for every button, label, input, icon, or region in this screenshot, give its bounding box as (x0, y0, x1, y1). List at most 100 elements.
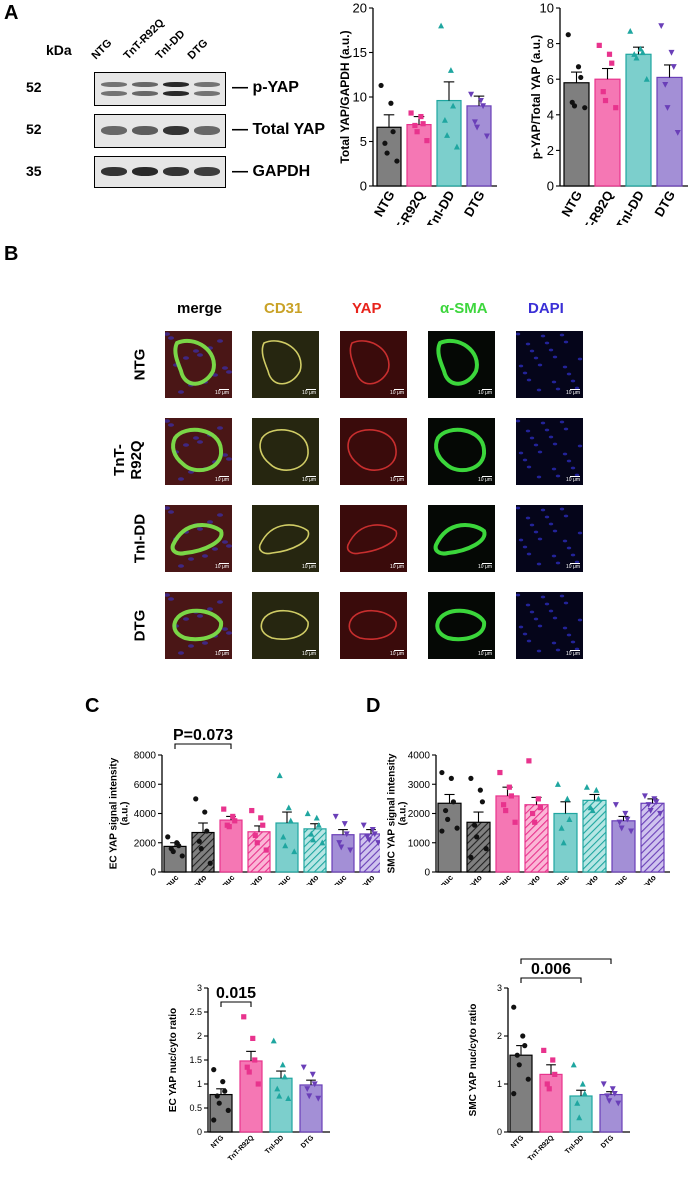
y-tick-label: 20 (353, 1, 367, 16)
bar-tni-dd (436, 99, 462, 187)
data-point (255, 1081, 261, 1087)
data-point (571, 103, 578, 109)
nucleus (178, 390, 184, 394)
nucleus (548, 522, 554, 526)
data-point (282, 842, 289, 849)
nucleus (165, 419, 170, 423)
nucleus (168, 336, 174, 340)
significance-bracket (520, 958, 612, 964)
nucleus (197, 614, 203, 618)
data-point (554, 781, 561, 787)
data-point (249, 807, 255, 814)
nucleus (518, 451, 524, 455)
data-point (468, 775, 474, 781)
data-point (529, 810, 536, 817)
x-tick-label: TnI-DD (423, 188, 457, 225)
micrograph-texture (346, 524, 398, 555)
y-axis-label: p-YAP/Total YAP (a.u.) (530, 35, 543, 159)
data-point (343, 831, 350, 838)
p-value-label: 0.004 (546, 955, 586, 959)
micrograph-texture (347, 429, 397, 471)
nucleus (217, 513, 223, 517)
data-point (204, 828, 210, 834)
nucleus (188, 644, 194, 648)
data-point (420, 121, 426, 127)
blot-band (132, 126, 158, 135)
nucleus (559, 507, 565, 511)
data-point (596, 42, 602, 48)
data-point (483, 133, 490, 140)
data-point (575, 64, 582, 70)
data-point (480, 103, 487, 110)
data-point (637, 45, 644, 52)
y-tick-label: 0 (424, 868, 430, 879)
y-tick-label: 2 (547, 143, 554, 158)
nucleus (552, 616, 558, 620)
y-tick-label: 1000 (408, 838, 431, 849)
data-point (589, 807, 596, 814)
data-point (360, 822, 367, 829)
y-tick-label: 4 (547, 107, 554, 122)
data-point (609, 1086, 616, 1092)
nucleus (562, 626, 568, 630)
data-point (477, 787, 483, 793)
data-point (558, 824, 565, 831)
data-point (214, 1093, 220, 1099)
data-point (382, 140, 388, 146)
scale-bar: 10 μm (566, 477, 580, 483)
bar-dtg-nuc (331, 834, 355, 873)
channel-header-yap: YAP (352, 300, 382, 317)
bar-tnt-r92q (406, 123, 432, 187)
nucleus (552, 529, 558, 533)
y-tick-label: 0 (197, 1127, 202, 1137)
data-point (232, 818, 238, 824)
data-point (512, 819, 518, 825)
y-tick-label: 2000 (134, 838, 157, 849)
micrograph-texture (165, 593, 232, 655)
y-tick-label: 3 (197, 983, 202, 993)
vessel-outline (171, 428, 224, 473)
data-point (581, 1090, 588, 1097)
data-point (600, 1081, 607, 1088)
scale-bar: 10 μm (302, 651, 316, 657)
blot-target-label: — GAPDH (232, 163, 311, 180)
data-point (394, 158, 400, 164)
data-point (439, 769, 445, 776)
nucleus (555, 648, 561, 652)
y-tick-label: 2 (197, 1031, 202, 1041)
nucleus (551, 467, 557, 471)
micrograph-texture (258, 524, 310, 555)
data-point (211, 1117, 217, 1123)
data-point (230, 813, 236, 820)
data-point (390, 129, 396, 135)
bar-ntg (376, 126, 402, 187)
nucleus (193, 436, 199, 440)
x-tick-label: DTG cyto (626, 873, 658, 885)
data-point (246, 1069, 252, 1075)
nucleus (551, 641, 557, 645)
nucleus (516, 332, 521, 336)
nucleus (529, 436, 535, 440)
nucleus (559, 594, 565, 598)
micrograph-texture (259, 429, 309, 471)
data-point (221, 806, 227, 812)
data-point (276, 772, 283, 779)
data-point (604, 1093, 611, 1100)
micrograph: 10 μm (165, 505, 232, 572)
nucleus (570, 640, 576, 644)
data-point (388, 100, 394, 106)
micrograph-texture (433, 522, 487, 556)
kda-marker: 52 (26, 79, 42, 95)
data-point (468, 854, 474, 860)
nucleus (212, 547, 218, 551)
nucleus (544, 602, 550, 606)
nucleus (537, 624, 543, 628)
data-point (664, 105, 671, 111)
data-point (196, 838, 202, 844)
data-point (311, 1081, 318, 1088)
vessel-outline (434, 428, 487, 473)
blot-band (132, 167, 158, 176)
bar-tnt-r92q-cyto (524, 804, 549, 873)
x-tick-label: DTG (600, 1134, 616, 1150)
scale-bar: 10 μm (566, 651, 580, 657)
